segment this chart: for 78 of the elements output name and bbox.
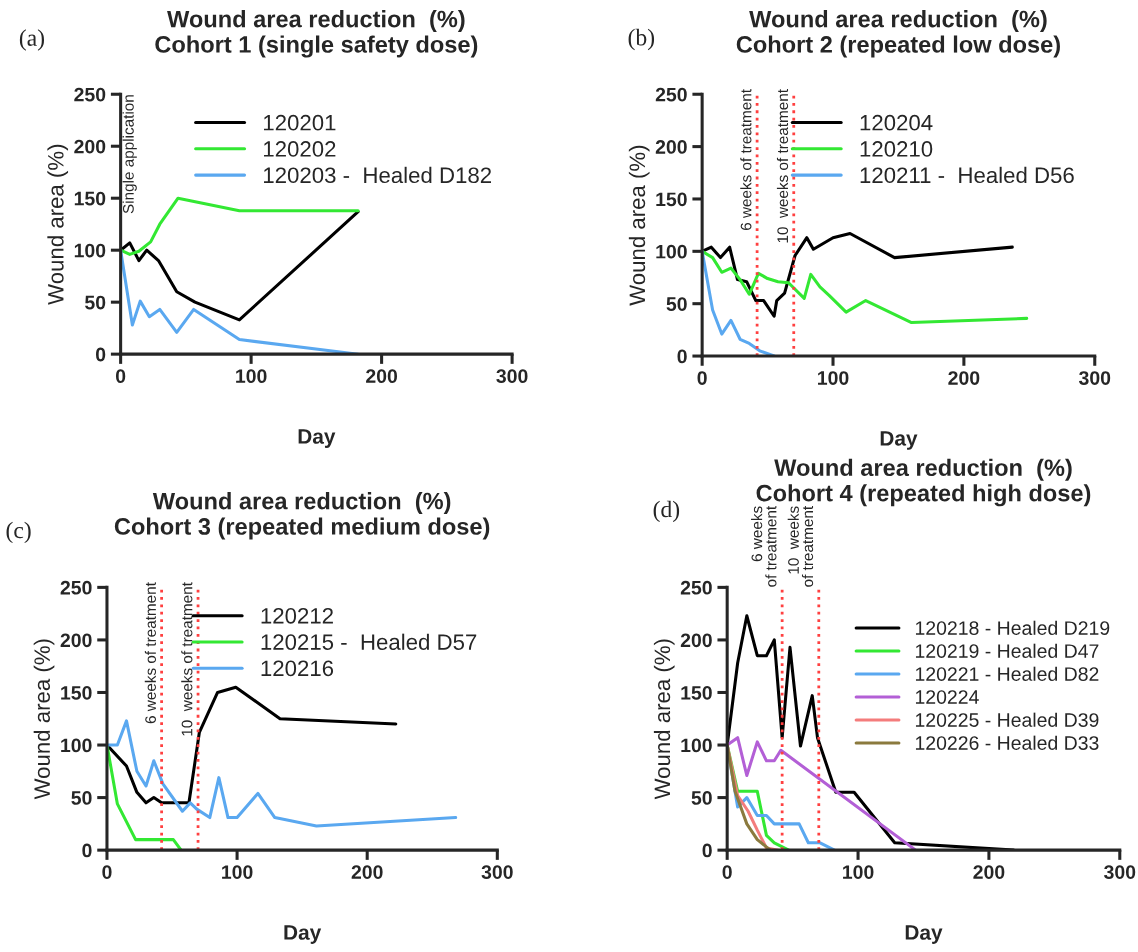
ref-line-label: 10 weeks of treatment [776,89,789,243]
x-axis-title: Day [298,429,336,448]
x-tick-label: 100 [222,865,253,879]
text: (c) [6,521,31,544]
x-tick-label: 200 [948,371,980,385]
ref-line-label: 10 weeks of treatment [787,505,814,587]
annotation: Single application [122,95,137,214]
x-tick-label: 100 [843,865,874,879]
x-tick-label: 300 [481,865,513,880]
ref-line-label: 6 weeks of treatment [751,505,777,587]
legend-label: 120226 - Healed D33 [915,735,1099,750]
legend-label: 120204 [860,114,933,131]
y-tick-label: 100 [61,738,92,753]
legend-label: 120203 - Healed D182 [264,166,491,184]
y-tick-label: 50 [691,791,712,805]
y-tick-label: 0 [677,349,687,364]
legend-label: 120201 [264,114,336,131]
y-tick-label: 200 [680,633,712,648]
y-tick-label: 50 [85,295,106,310]
y-tick-label: 200 [655,140,687,154]
legend-label: 120202 [264,141,336,157]
legend-label: 120216 [261,660,334,677]
x-tick-label: 300 [1104,865,1136,880]
legend-label: 120215 - Healed D57 [261,633,477,650]
text: (d) [653,500,680,523]
x-tick-label: 200 [973,865,1005,879]
y-tick-label: 250 [74,87,106,102]
legend-label: 120219 - Healed D47 [915,643,1099,658]
legend-label: 120225 - Healed D39 [915,712,1099,727]
x-tick-label: 300 [1078,371,1111,385]
legend-label: 120221 - Healed D82 [915,666,1099,681]
y-tick-label: 0 [702,843,712,858]
x-axis-title: Day [905,925,943,944]
y-tick-label: 0 [96,347,106,362]
y-axis-title: Wound area (%) [33,639,55,800]
legend-label: 120218 - Healed D219 [915,620,1110,635]
line-series [702,249,1029,325]
y-tick-label: 250 [655,87,687,102]
x-axis-title: Day [880,431,918,450]
y-tick-label: 150 [681,685,712,700]
ref-line-label: 6 weeks of treatment [740,89,752,231]
y-tick-label: 150 [656,192,687,207]
x-tick-label: 200 [366,369,398,384]
chart-title: Wound area reduction (%) Cohort 1 (single safety dose) [155,10,478,58]
legend-label: 120224 [915,690,979,704]
chart-title: Wound area reduction (%) Cohort 2 (repeated low dose) [736,10,1060,58]
x-tick-label: 0 [722,865,732,879]
line-series [727,736,918,851]
y-tick-label: 200 [60,633,92,648]
y-tick-label: 250 [60,580,92,595]
x-tick-label: 100 [818,371,849,385]
y-tick-label: 150 [61,685,92,700]
x-tick-label: 0 [115,369,126,384]
legend-label: 120212 [261,607,333,624]
y-axis-title: Wound area (%) [653,639,675,800]
chart-title: Wound area reduction (%) Cohort 3 (repeated medium dose) [114,492,490,540]
legend-label: 120210 [860,141,933,157]
y-tick-label: 50 [666,297,687,311]
y-axis-title: Wound area (%) [47,144,69,305]
ref-line-label: 6 weeks of treatment [144,582,156,724]
y-tick-label: 100 [681,738,712,753]
text: (a) [19,29,45,51]
y-tick-label: 200 [74,139,106,154]
x-tick-label: 200 [351,865,383,879]
x-tick-label: 100 [236,369,267,384]
y-tick-label: 100 [656,244,687,259]
y-tick-label: 150 [74,191,106,206]
legend-label: 120211 - Healed D56 [860,166,1074,184]
y-tick-label: 0 [82,843,92,858]
x-tick-label: 300 [496,369,528,384]
y-tick-label: 50 [71,791,92,805]
ref-line-label: 10 weeks of treatment [181,582,193,736]
y-tick-label: 100 [74,243,106,258]
x-axis-title: Day [284,925,322,944]
y-axis-title: Wound area (%) [628,145,650,306]
y-tick-label: 250 [680,580,712,595]
text: (b) [628,28,655,51]
chart-title: Wound area reduction (%) Cohort 4 (repeated high dose) [756,458,1091,507]
